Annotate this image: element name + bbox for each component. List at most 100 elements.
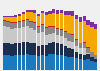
Bar — [10, 23, 14, 29]
Bar — [86, 20, 90, 25]
Bar — [67, 33, 71, 41]
Bar — [71, 35, 74, 42]
Bar — [10, 16, 14, 17]
Bar — [33, 43, 36, 55]
Bar — [60, 44, 63, 55]
Bar — [26, 19, 29, 20]
Bar — [18, 28, 21, 43]
Bar — [79, 59, 82, 70]
Bar — [52, 33, 55, 42]
Bar — [22, 14, 25, 20]
Bar — [37, 56, 40, 70]
Bar — [26, 10, 29, 12]
Bar — [52, 42, 55, 54]
Bar — [86, 59, 90, 70]
Bar — [48, 43, 52, 54]
Bar — [14, 55, 17, 70]
Bar — [41, 11, 44, 13]
Bar — [33, 55, 36, 70]
Bar — [52, 27, 55, 33]
Bar — [33, 22, 36, 23]
Bar — [3, 20, 6, 21]
Bar — [52, 13, 55, 26]
Bar — [33, 23, 36, 30]
Bar — [3, 17, 6, 20]
Bar — [14, 17, 17, 22]
Bar — [56, 55, 59, 70]
Bar — [37, 26, 40, 27]
Bar — [29, 12, 33, 21]
Bar — [94, 59, 97, 62]
Bar — [37, 46, 40, 56]
Bar — [14, 43, 17, 55]
Bar — [29, 43, 33, 55]
Bar — [29, 28, 33, 43]
Bar — [79, 48, 82, 54]
Bar — [67, 57, 71, 70]
Bar — [26, 54, 29, 70]
Bar — [3, 16, 6, 17]
Bar — [33, 30, 36, 43]
Bar — [22, 42, 25, 55]
Bar — [56, 29, 59, 35]
Bar — [79, 54, 82, 59]
Bar — [41, 55, 44, 70]
Bar — [37, 33, 40, 46]
Bar — [83, 48, 86, 55]
Bar — [83, 21, 86, 42]
Bar — [56, 35, 59, 43]
Bar — [83, 60, 86, 70]
Bar — [22, 20, 25, 21]
Bar — [90, 27, 94, 52]
Bar — [94, 62, 97, 70]
Bar — [22, 12, 25, 14]
Bar — [29, 21, 33, 22]
Bar — [71, 49, 74, 57]
Bar — [18, 55, 21, 70]
Bar — [33, 12, 36, 22]
Bar — [6, 16, 10, 17]
Bar — [37, 16, 40, 26]
Bar — [60, 36, 63, 44]
Bar — [64, 11, 67, 15]
Bar — [64, 31, 67, 32]
Bar — [60, 30, 63, 36]
Bar — [52, 9, 55, 13]
Bar — [56, 28, 59, 29]
Bar — [10, 29, 14, 44]
Bar — [67, 11, 71, 15]
Bar — [48, 34, 52, 43]
Bar — [14, 23, 17, 28]
Bar — [22, 55, 25, 70]
Bar — [86, 25, 90, 47]
Bar — [45, 28, 48, 35]
Bar — [45, 12, 48, 15]
Bar — [3, 43, 6, 55]
Bar — [26, 42, 29, 54]
Bar — [83, 42, 86, 43]
Bar — [6, 22, 10, 27]
Bar — [22, 21, 25, 27]
Bar — [67, 48, 71, 57]
Bar — [18, 43, 21, 55]
Bar — [75, 39, 78, 40]
Bar — [18, 22, 21, 28]
Bar — [60, 55, 63, 70]
Bar — [48, 14, 52, 26]
Bar — [48, 54, 52, 70]
Bar — [94, 55, 97, 59]
Bar — [41, 45, 44, 55]
Bar — [10, 56, 14, 70]
Bar — [26, 26, 29, 42]
Bar — [48, 11, 52, 14]
Bar — [29, 55, 33, 70]
Bar — [18, 21, 21, 22]
Bar — [64, 38, 67, 46]
Bar — [33, 10, 36, 12]
Bar — [86, 54, 90, 59]
Bar — [52, 54, 55, 70]
Bar — [14, 15, 17, 17]
Bar — [18, 14, 21, 16]
Bar — [26, 12, 29, 19]
Bar — [45, 27, 48, 28]
